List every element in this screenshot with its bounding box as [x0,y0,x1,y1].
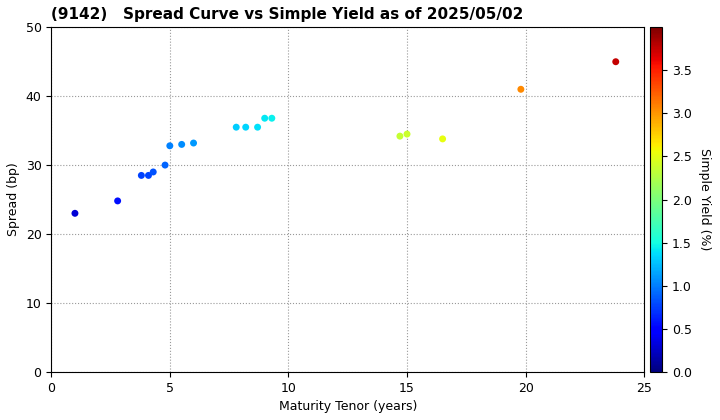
Point [394,133,405,139]
Point [610,58,621,65]
X-axis label: Maturity Tenor (years): Maturity Tenor (years) [279,400,417,413]
Point [401,131,413,137]
Point [188,140,199,147]
Point [69,210,81,217]
Point [143,172,154,179]
Point [135,172,147,179]
Y-axis label: Spread (bp): Spread (bp) [7,163,20,236]
Text: (9142)   Spread Curve vs Simple Yield as of 2025/05/02: (9142) Spread Curve vs Simple Yield as o… [51,7,523,22]
Y-axis label: Simple Yield (%): Simple Yield (%) [698,148,711,251]
Point [259,115,271,121]
Point [437,136,449,142]
Point [159,162,171,168]
Point [266,115,278,121]
Point [230,124,242,131]
Point [148,168,159,175]
Point [252,124,264,131]
Point [176,141,187,148]
Point [515,86,526,93]
Point [164,142,176,149]
Point [112,197,123,204]
Point [240,124,251,131]
